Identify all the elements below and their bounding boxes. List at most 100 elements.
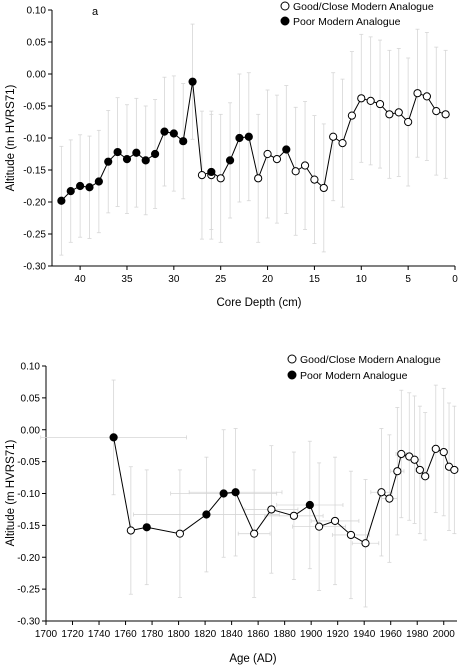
legend-label-poor-b: Poor Modern Analogue [300,370,408,382]
point-good-analogue [175,529,185,538]
point-poor-analogue [109,433,118,442]
point-good-analogue [432,107,441,116]
error-bars-a [59,23,448,256]
point-poor-analogue [113,147,122,157]
point-poor-analogue [94,177,103,186]
y-tick-label-a: -0.20 [23,198,46,209]
legend-a: Good/Close Modern Analogue Poor Modern A… [280,1,434,28]
y-tick-label-b: 0.10 [21,362,41,373]
point-poor-analogue [207,167,216,177]
point-good-analogue [330,516,340,526]
point-poor-analogue [141,156,150,165]
point-good-analogue [338,139,347,148]
x-tick-label-b: 1920 [327,629,350,640]
point-poor-analogue [169,129,178,138]
legend-label-good-b: Good/Close Modern Analogue [300,354,441,366]
point-good-analogue [375,99,385,109]
point-good-analogue [366,96,375,105]
x-tick-label-b: 1760 [114,629,137,640]
point-poor-analogue [231,488,240,497]
x-tick-label-a: 0 [452,274,458,285]
x-tick-label-b: 1900 [300,629,323,640]
point-good-analogue [377,488,386,497]
point-good-analogue [289,511,299,520]
point-good-analogue [347,111,357,120]
point-poor-analogue [282,145,291,154]
point-poor-analogue [188,77,197,86]
x-tick-label-b: 1840 [220,629,243,640]
x-tick-label-a: 20 [262,274,274,285]
x-axis-title-b: Age (AD) [229,653,276,665]
point-good-analogue [431,444,440,453]
x-tick-label-b: 1780 [141,629,164,640]
legend-marker-poor-a [280,16,290,26]
y-axis-title-b: Altitude (m HVRS71) [5,439,17,546]
y-tick-label-b: -0.15 [17,521,40,532]
point-poor-analogue [179,137,188,146]
y-tick-label-b: -0.05 [17,457,40,468]
point-good-analogue [300,161,310,170]
y-tick-label-b: -0.30 [17,617,40,628]
legend-label-good-a: Good/Close Modern Analogue [293,1,434,13]
point-good-analogue [267,505,276,514]
point-poor-analogue [202,510,211,519]
x-tick-label-a: 35 [121,274,133,285]
y-tick-label-a: -0.05 [23,102,46,113]
x-tick-label-b: 1700 [35,629,58,640]
point-good-analogue [357,94,366,103]
x-tick-label-a: 10 [356,274,368,285]
point-poor-analogue [104,157,113,166]
y-tick-label-a: 0.05 [27,38,47,49]
point-good-analogue [216,174,225,183]
legend-marker-good-a [280,1,290,11]
point-good-analogue [361,539,370,548]
point-good-analogue [310,175,319,184]
y-tick-label-b: 0.05 [21,393,41,404]
y-tick-label-a: 0.00 [27,70,47,81]
point-poor-analogue [219,489,228,498]
point-good-analogue [404,117,413,127]
legend-label-poor-a: Poor Modern Analogue [293,16,401,28]
error-bars-b [40,379,458,608]
point-good-analogue [397,449,406,459]
x-tick-label-a: 30 [168,274,180,285]
point-good-analogue [126,526,135,535]
point-good-analogue [441,110,450,119]
point-good-analogue [329,132,338,141]
point-good-analogue [393,467,402,476]
chart-panel-a: a Core Depth (cm) Altitude (m HVRS71) Go… [5,1,458,309]
point-poor-analogue [132,148,141,157]
x-tick-label-b: 1820 [194,629,217,640]
y-tick-label-b: -0.20 [17,553,40,564]
point-good-analogue [250,529,259,538]
legend-marker-poor-b [287,370,297,380]
y-tick-label-a: 0.10 [27,6,47,17]
point-poor-analogue [76,181,85,191]
y-tick-label-a: -0.30 [23,262,46,273]
x-tick-label-b: 1980 [406,629,429,640]
y-tick-label-b: -0.25 [17,585,40,596]
point-poor-analogue [160,127,169,136]
x-tick-label-b: 1720 [61,629,84,640]
y-tick-label-a: -0.15 [23,166,46,177]
point-poor-analogue [66,187,75,196]
x-tick-label-b: 1940 [353,629,376,640]
point-poor-analogue [142,523,151,532]
x-tick-label-b: 1860 [247,629,270,640]
x-tick-label-b: 2000 [433,629,456,640]
legend-b: Good/Close Modern Analogue Poor Modern A… [287,354,441,382]
y-tick-label-a: -0.25 [23,230,46,241]
panel-label-a: a [92,6,99,18]
legend-marker-good-b [287,354,297,364]
point-poor-analogue [235,133,244,143]
y-axis-title-a: Altitude (m HVRS71) [5,84,17,191]
y-tick-label-a: -0.10 [23,134,46,145]
x-tick-label-a: 25 [215,274,227,285]
point-good-analogue [319,183,328,193]
point-good-analogue [410,455,419,464]
point-good-analogue [291,167,300,176]
x-tick-label-b: 1960 [380,629,403,640]
point-good-analogue [197,171,207,180]
point-good-analogue [272,155,282,164]
point-poor-analogue [225,156,235,165]
